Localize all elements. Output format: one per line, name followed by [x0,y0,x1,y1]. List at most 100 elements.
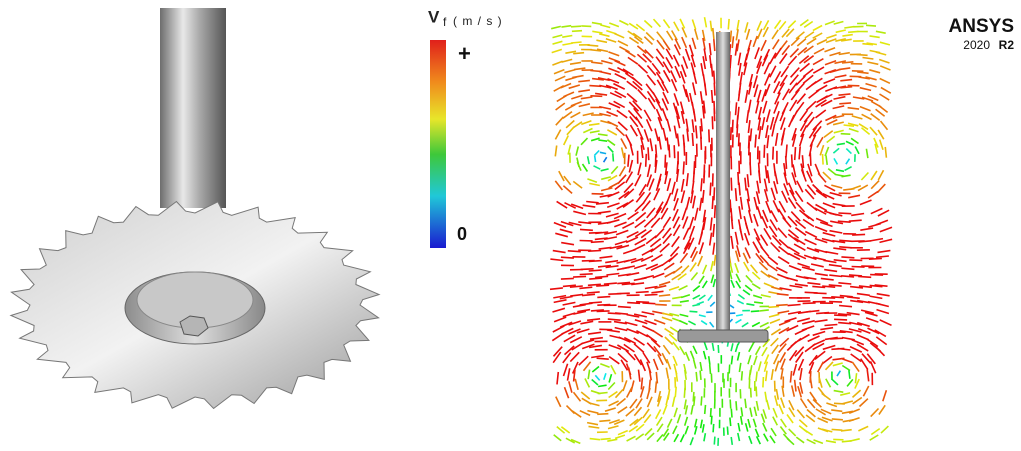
velocity-vector [607,220,620,223]
velocity-vector [880,79,890,84]
velocity-vector [710,43,711,55]
velocity-vector [596,285,609,286]
velocity-vector [823,172,831,180]
velocity-vector [616,128,625,136]
velocity-vector [591,62,602,63]
velocity-vector [741,407,742,416]
velocity-vector [580,274,593,275]
velocity-vector [795,380,796,392]
velocity-vector [741,416,743,425]
velocity-vector [778,257,789,264]
velocity-vector [838,349,851,351]
velocity-vector [885,147,886,158]
velocity-vector [876,337,886,345]
velocity-vector [592,367,599,373]
velocity-vector [881,121,888,130]
velocity-vector [589,261,602,262]
velocity-vector [622,147,624,158]
velocity-vector [740,228,743,241]
velocity-vector [752,272,760,279]
velocity-vector [571,26,581,27]
velocity-vector [822,393,831,400]
velocity-vector [789,429,796,436]
velocity-vector [833,363,843,366]
velocity-vector [777,294,789,295]
velocity-vector [787,438,794,444]
velocity-vector [615,328,628,331]
velocity-vector [700,371,701,380]
velocity-vector [863,386,868,396]
velocity-vector [876,220,888,225]
velocity-vector [606,274,619,276]
velocity-vector [860,107,871,111]
velocity-vector [749,370,750,380]
velocity-vector [731,343,733,351]
velocity-vector [673,426,677,434]
velocity-vector [749,436,752,444]
velocity-vector [710,365,711,374]
velocity-vector [563,92,574,97]
velocity-vector [787,415,793,424]
velocity-vector [781,398,785,408]
velocity-vector [609,357,619,364]
velocity-vector [665,155,666,168]
velocity-vector [796,32,804,39]
velocity-vector [657,424,663,432]
velocity-vector [791,90,799,100]
velocity-vector [833,248,846,250]
velocity-vector [842,401,853,404]
velocity-vector [594,166,601,169]
velocity-vector [776,133,778,146]
velocity-vector [814,48,824,53]
velocity-vector [575,379,578,390]
velocity-vector [746,423,748,431]
velocity-vector [693,286,700,292]
velocity-vector [651,255,662,262]
velocity-vector [601,61,612,64]
velocity-vector [871,181,879,189]
velocity-vector [739,183,740,196]
velocity-vector [817,137,823,147]
velocity-vector [754,356,757,365]
velocity-vector [577,310,590,312]
velocity-vector [701,137,702,150]
velocity-vector [589,302,602,303]
velocity-vector [849,370,850,378]
velocity-vector [842,35,852,37]
velocity-vector [615,435,625,438]
velocity-vector [736,401,737,410]
velocity-vector [626,409,635,416]
velocity-vector [666,368,668,379]
velocity-vector [871,171,877,180]
velocity-vector [849,260,862,261]
logo-version: 2020 [963,38,990,52]
velocity-vector [785,318,797,322]
velocity-vector [754,407,756,416]
velocity-vector [555,181,562,190]
velocity-vector [654,320,665,324]
velocity-vector [868,191,878,198]
velocity-vector [704,351,706,359]
velocity-vector [840,80,852,81]
velocity-vector [628,212,639,219]
velocity-vector [600,256,613,258]
velocity-vector [693,346,697,354]
velocity-vector [618,431,628,435]
velocity-vector [767,170,769,183]
velocity-vector [579,104,590,107]
velocity-vector [674,434,678,442]
velocity-vector [839,68,851,70]
velocity-vector [704,342,707,350]
velocity-vector [684,143,685,156]
velocity-vector [601,177,611,179]
velocity-vector [751,388,752,398]
velocity-vector [654,359,658,370]
velocity-vector [664,20,670,29]
velocity-vector [826,35,836,39]
velocity-vector [825,48,836,52]
velocity-vector [598,393,608,394]
velocity-vector [811,264,824,267]
velocity-vector [745,90,747,103]
velocity-vector [857,294,870,296]
velocity-vector [697,302,704,305]
